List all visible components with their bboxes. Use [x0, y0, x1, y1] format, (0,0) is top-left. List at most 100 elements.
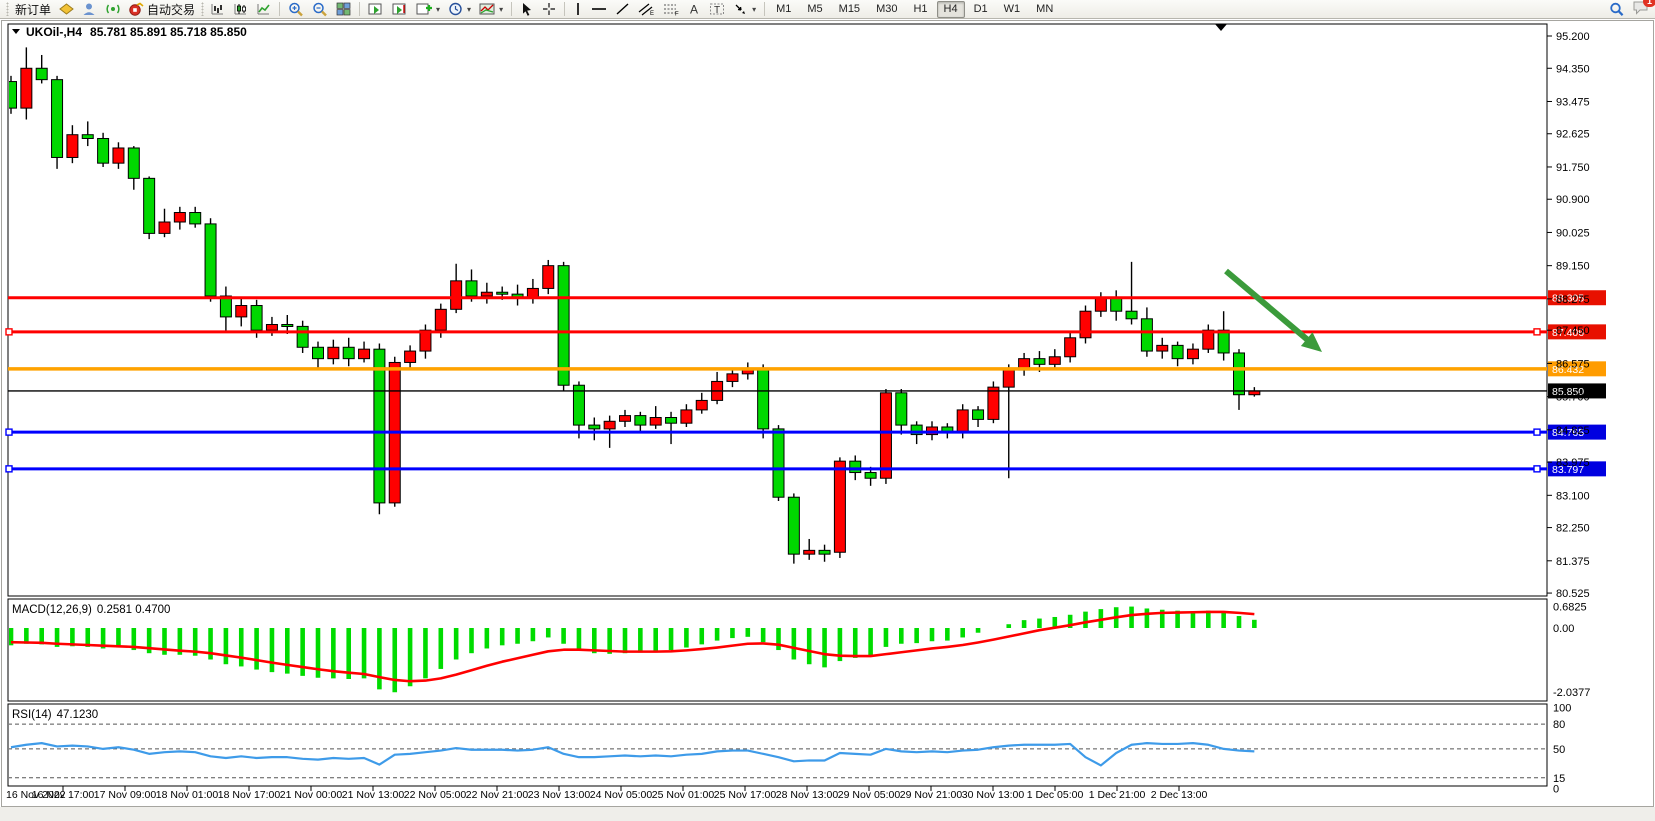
horizontal-line-tool-button[interactable]: [587, 0, 611, 19]
line-anchor-marker[interactable]: [5, 328, 13, 336]
macd-axis-label: 0.6825: [1553, 602, 1587, 614]
new-chart-window-button[interactable]: [364, 0, 388, 19]
zoom-in-icon: [289, 2, 303, 16]
toolbar-grip[interactable]: [6, 2, 9, 16]
price-level-badge-label: 83.797: [1552, 464, 1584, 476]
line-anchor-marker[interactable]: [5, 428, 13, 436]
channel-tool-button[interactable]: E: [634, 0, 659, 19]
chart-title: UKOil-,H4 85.781 85.891 85.718 85.850: [26, 25, 247, 39]
rsi-panel[interactable]: [7, 703, 1548, 787]
candle: [572, 384, 585, 426]
candle: [726, 373, 739, 382]
price-axis[interactable]: [1548, 24, 1653, 786]
main-panel[interactable]: [7, 23, 1548, 597]
text-tool-button[interactable]: A: [684, 0, 705, 19]
crosshair-tool-button[interactable]: [538, 0, 560, 19]
price-level-badge-label: 84.765: [1552, 427, 1584, 439]
timeframe-w1[interactable]: W1: [1003, 2, 1021, 15]
rsi-axis-label: 0: [1553, 784, 1559, 796]
horizontal-line-icon: [592, 8, 607, 10]
crosshair-icon: [543, 3, 556, 15]
market-watch-profile-button[interactable]: [78, 0, 101, 19]
toolbar-right-icons: 1: [1609, 0, 1655, 20]
timeframe-m5[interactable]: M5: [807, 2, 823, 15]
candle: [557, 265, 570, 386]
fibonacci-tool-button[interactable]: F: [659, 0, 684, 19]
shift-end-marker[interactable]: [1215, 24, 1227, 31]
signals-button[interactable]: [101, 0, 125, 19]
arrows-objects-button[interactable]: ▾: [729, 0, 760, 19]
vertical-line-tool-button[interactable]: [569, 0, 587, 19]
timeframe-mn[interactable]: MN: [1036, 2, 1054, 15]
candlestick-chart-icon: [234, 4, 247, 15]
line-anchor-marker[interactable]: [5, 465, 13, 473]
timeframe-h4[interactable]: H4: [936, 0, 965, 18]
candle: [465, 280, 478, 297]
candle: [879, 392, 892, 479]
time-axis[interactable]: [8, 787, 1547, 805]
timeframe-m30[interactable]: M30: [876, 2, 898, 15]
trend-arrow-line[interactable]: [1224, 268, 1312, 344]
trendline-tool-button[interactable]: [611, 0, 634, 19]
svg-text:E: E: [650, 11, 654, 16]
new-order-button[interactable]: 新订单: [11, 0, 55, 19]
timeframe-m1[interactable]: M1: [776, 2, 792, 15]
candlestick-mode-button[interactable]: [229, 0, 252, 19]
price-level-badge-label: 87.406: [1552, 327, 1584, 339]
time-label: 21 Nov 13:00: [342, 789, 405, 801]
horizontal-level-lines[interactable]: 88.305 87.406 86.432 85.850 84.765 83.797: [5, 290, 1606, 477]
cursor-tool-button[interactable]: [516, 0, 538, 19]
candle: [956, 409, 969, 434]
chart-window-border: [1, 20, 1654, 807]
timeframe-m15[interactable]: M15: [838, 2, 861, 15]
candle: [803, 549, 816, 555]
add-indicator-button[interactable]: ▾: [412, 0, 444, 19]
zoom-in-button[interactable]: [284, 0, 308, 19]
candle: [480, 291, 493, 297]
symbol-dropdown-icon[interactable]: [12, 29, 20, 34]
timeframe-h1[interactable]: H1: [913, 2, 928, 15]
candle: [1186, 348, 1199, 360]
candle: [649, 416, 662, 426]
autotrade-button[interactable]: 自动交易: [125, 0, 199, 19]
price-tick-label: 83.975: [1556, 457, 1590, 469]
candle: [143, 177, 156, 234]
line-anchor-marker[interactable]: [1533, 428, 1541, 436]
bar-chart-mode-button[interactable]: [206, 0, 229, 19]
candle: [818, 549, 831, 555]
candle: [1171, 344, 1184, 360]
macd-signal-line: [10, 610, 1255, 683]
chart-template-button[interactable]: ▾: [475, 0, 507, 19]
gold-symbol-icon[interactable]: [55, 0, 78, 19]
autotrade-icon: [129, 2, 144, 16]
timeframe-d1[interactable]: D1: [973, 2, 988, 15]
price-level-badge-label: 86.432: [1552, 364, 1584, 376]
zoom-out-button[interactable]: [308, 0, 332, 19]
time-label: 22 Nov 21:00: [466, 789, 529, 801]
candle: [972, 409, 985, 420]
rsi-axis-label: 15: [1553, 773, 1565, 785]
status-strip: [0, 807, 1655, 821]
tile-windows-button[interactable]: [332, 0, 355, 19]
candle: [265, 323, 278, 331]
rsi-axis-label: 50: [1553, 744, 1565, 756]
time-label: 1 Dec 21:00: [1089, 789, 1146, 801]
line-anchor-marker[interactable]: [1533, 328, 1541, 336]
trend-arrow-head[interactable]: [1300, 332, 1322, 352]
line-anchor-marker[interactable]: [1533, 465, 1541, 473]
rsi-label: RSI(14) 47.1230: [12, 709, 98, 721]
line-chart-mode-button[interactable]: [252, 0, 275, 19]
search-icon[interactable]: [1609, 2, 1624, 17]
annotations[interactable]: [1224, 268, 1322, 352]
text-label-tool-button[interactable]: T: [705, 0, 729, 19]
indicator-window-button[interactable]: [388, 0, 412, 19]
macd-label: MACD(12,26,9) 0.2581 0.4700: [12, 604, 170, 616]
line-chart-icon: [257, 4, 270, 15]
chat-button[interactable]: 1: [1632, 0, 1655, 20]
signal-icon: [106, 4, 120, 14]
macd-axis-label: 0.00: [1553, 623, 1574, 635]
toolbar-grip[interactable]: [201, 2, 205, 16]
candle: [1202, 329, 1215, 350]
timeframe-period-button[interactable]: ▾: [444, 0, 475, 19]
